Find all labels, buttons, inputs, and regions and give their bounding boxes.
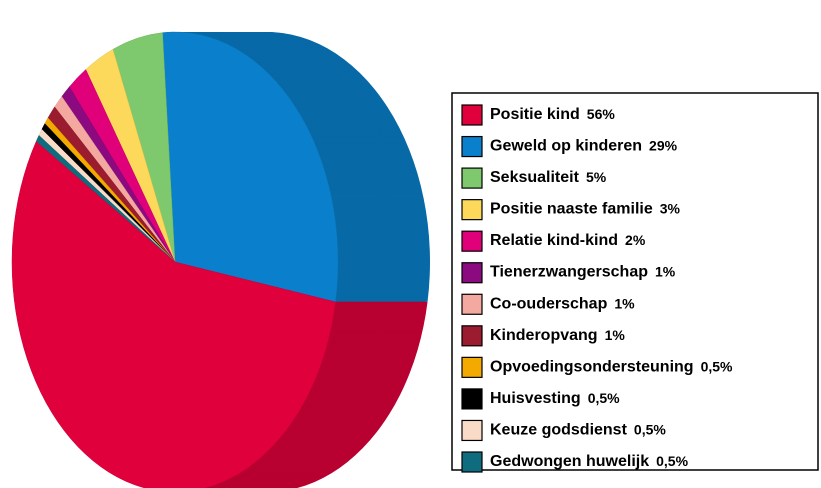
legend-label: Kinderopvang 1%: [490, 327, 625, 345]
legend-swatch: [461, 293, 483, 315]
legend-label: Co-ouderschap 1%: [490, 295, 635, 313]
legend-box: [451, 92, 819, 471]
legend-swatch: [461, 388, 483, 410]
legend-name: Geweld op kinderen: [490, 138, 642, 155]
legend-label: Geweld op kinderen 29%: [490, 137, 678, 155]
legend-name: Opvoedingsondersteuning: [490, 359, 694, 376]
legend-name: Positie naaste familie: [490, 201, 653, 218]
legend-value: 5%: [586, 169, 607, 185]
legend-label: Opvoedingsondersteuning 0,5%: [490, 358, 733, 376]
legend-name: Kinderopvang: [490, 327, 598, 344]
legend-value: 29%: [649, 137, 678, 153]
legend-value: 0,5%: [701, 358, 733, 374]
legend-value: 3%: [660, 200, 681, 216]
legend-value: 0,5%: [588, 390, 620, 406]
legend-value: 0,5%: [634, 421, 666, 437]
legend-label: Positie kind 56%: [490, 106, 615, 124]
legend-name: Keuze godsdienst: [490, 422, 628, 439]
legend-label: Relatie kind-kind 2%: [490, 232, 646, 250]
pie-slice: [11, 141, 336, 488]
legend-name: Huisvesting: [490, 390, 581, 407]
legend-label: Keuze godsdienst 0,5%: [490, 421, 666, 439]
legend-name: Co-ouderschap: [490, 295, 608, 312]
legend-label: Huisvesting 0,5%: [490, 390, 620, 408]
legend-swatch: [461, 135, 483, 158]
legend-value: 1%: [605, 327, 626, 343]
pie-slice: [162, 31, 339, 303]
legend-value: 0,5%: [656, 453, 688, 469]
legend-label: Seksualiteit 5%: [490, 169, 607, 187]
legend-value: 2%: [625, 232, 646, 248]
legend-value: 56%: [587, 106, 616, 122]
legend-swatch: [461, 451, 483, 473]
legend-name: Gedwongen huwelijk: [490, 453, 649, 470]
legend-label: Tienerzwangerschap 1%: [490, 263, 676, 281]
legend-name: Tienerzwangerschap: [490, 264, 648, 281]
legend-value: 1%: [614, 295, 635, 311]
legend-swatch: [461, 419, 483, 442]
legend-swatch: [461, 356, 483, 378]
legend-swatch: [461, 167, 483, 189]
legend-swatch: [461, 104, 483, 126]
legend-swatch: [461, 262, 483, 284]
legend-swatch: [461, 230, 483, 252]
legend-swatch: [461, 325, 483, 347]
legend-label: Gedwongen huwelijk 0,5%: [490, 453, 689, 471]
legend-value: 1%: [655, 263, 676, 279]
legend-name: Seksualiteit: [490, 169, 580, 186]
legend-swatch: [461, 199, 483, 221]
legend-name: Positie kind: [490, 106, 580, 123]
legend-label: Positie naaste familie 3%: [490, 200, 681, 218]
legend-name: Relatie kind-kind: [490, 232, 618, 249]
